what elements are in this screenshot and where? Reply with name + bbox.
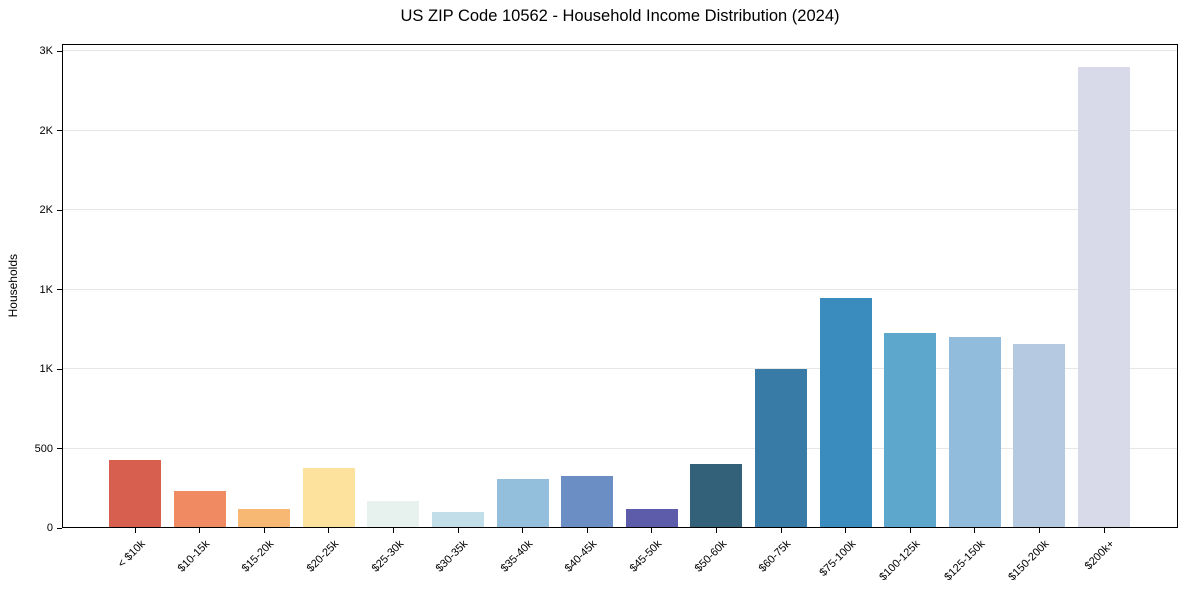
x-tick-mark [522, 528, 524, 533]
x-tick-label: $50-60k [692, 538, 729, 575]
bar [496, 478, 549, 528]
x-tick-label: $25-30k [369, 538, 406, 575]
x-tick-label: $35-40k [498, 538, 536, 575]
x-tick-label: $200k+ [1082, 538, 1117, 573]
x-tick-mark [1038, 528, 1041, 533]
x-tick-mark [974, 528, 976, 533]
x-tick-label: $15-20k [240, 538, 277, 575]
y-tick-label: 3K [39, 45, 53, 58]
bar [109, 459, 161, 528]
gridline [62, 50, 1178, 52]
gridline [62, 447, 1178, 449]
y-tick-label: 500 [34, 442, 53, 455]
chart-title: US ZIP Code 10562 - Household Income Dis… [400, 7, 840, 25]
x-tick-label: $30-35k [433, 538, 471, 575]
y-tick-label: 2K [39, 204, 53, 217]
x-tick-mark [586, 528, 588, 533]
x-tick-label: $45-50k [627, 538, 665, 575]
x-tick-mark [909, 528, 911, 533]
y-tick-label: 1K [39, 363, 53, 376]
y-tick-label: 1K [39, 283, 53, 296]
x-tick-label: $150-200k [1006, 538, 1052, 584]
x-tick-mark [715, 528, 718, 533]
y-tick-label: 2K [39, 124, 53, 137]
x-tick-mark [392, 528, 395, 533]
bar [1078, 67, 1130, 528]
bar [625, 508, 678, 528]
y-tick-mark [57, 368, 62, 370]
x-tick-label: $125-150k [942, 538, 988, 584]
x-tick-label: $10-15k [175, 538, 213, 575]
x-tick-mark [199, 528, 201, 533]
x-tick-mark [328, 528, 330, 533]
x-tick-label: $100-125k [877, 538, 923, 584]
x-tick-mark [1103, 528, 1105, 533]
x-tick-label: $20-25k [304, 538, 342, 575]
bar [173, 491, 226, 528]
y-tick-mark [57, 527, 62, 529]
gridline [62, 129, 1178, 131]
bar [238, 508, 291, 528]
x-tick-mark [134, 528, 136, 533]
y-tick-mark [57, 448, 62, 450]
y-tick-mark [57, 130, 62, 132]
bar [948, 337, 1001, 528]
y-tick-mark [57, 209, 62, 211]
plot-area [62, 44, 1178, 528]
gridline [62, 288, 1178, 290]
y-tick-mark [57, 50, 62, 52]
bar [302, 467, 355, 528]
x-tick-mark [651, 528, 653, 533]
bar [432, 512, 484, 528]
bar [884, 332, 937, 528]
y-tick-label: 0 [46, 522, 53, 534]
x-tick-mark [457, 528, 459, 533]
bar [690, 464, 743, 528]
bar [755, 369, 807, 528]
x-tick-label: $75-100k [817, 538, 859, 579]
bar [367, 500, 420, 528]
y-tick-mark [57, 289, 62, 291]
gridline [62, 209, 1178, 211]
bar [819, 297, 872, 528]
x-tick-label: $40-45k [563, 538, 600, 575]
bar [1013, 343, 1066, 528]
x-tick-label: < $10k [115, 538, 148, 571]
bar [561, 475, 614, 528]
x-tick-mark [780, 528, 782, 533]
gridline [62, 368, 1178, 370]
x-tick-mark [263, 528, 265, 533]
x-tick-label: $60-75k [756, 538, 794, 575]
x-tick-mark [845, 528, 847, 533]
